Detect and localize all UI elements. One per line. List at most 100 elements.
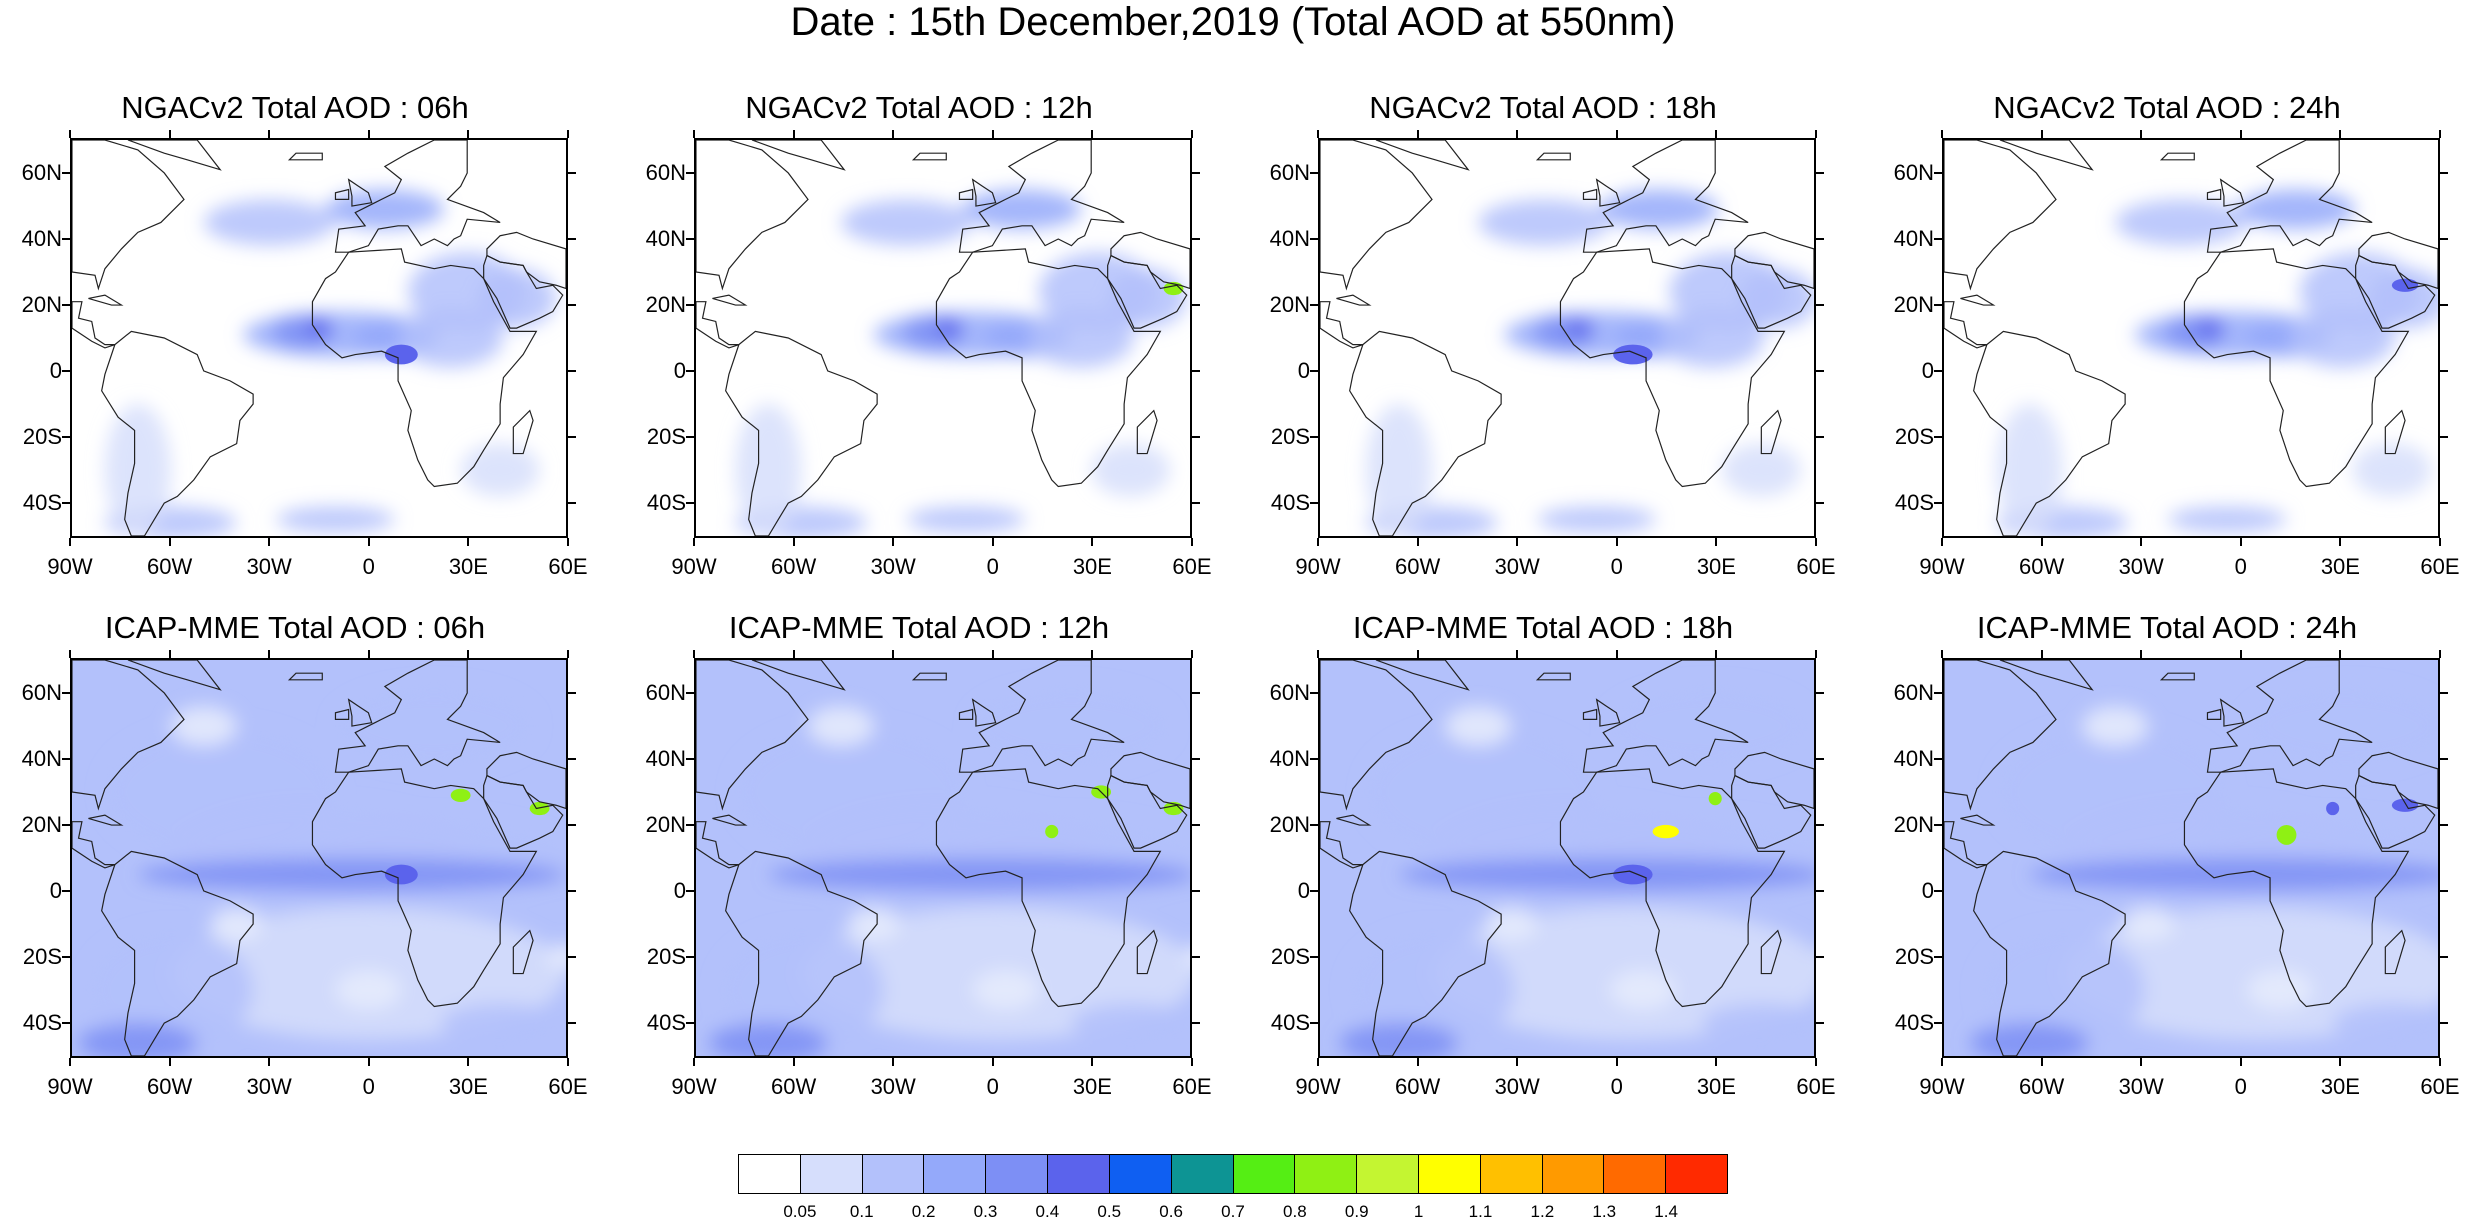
- coastline-cuba: [1336, 814, 1372, 826]
- coastline-north-america: [1944, 140, 2057, 291]
- aod-plume: [78, 1023, 198, 1056]
- coastline-great-britain: [971, 698, 997, 727]
- colorbar-box: [1171, 1155, 1234, 1193]
- latitude-tick: [1310, 890, 1318, 892]
- colorbar-level-label: 0.5: [1097, 1202, 1122, 1221]
- coastline-cuba: [712, 814, 748, 826]
- latitude-label: 40N: [1269, 226, 1310, 251]
- latitude-label: 20N: [21, 812, 62, 837]
- panel-title: NGACv2 Total AOD : 24h: [1993, 90, 2341, 125]
- longitude-label: 30W: [1494, 554, 1540, 579]
- latitude-label: 60N: [1893, 680, 1934, 705]
- aod-plume: [1537, 506, 1656, 533]
- longitude-tick: [1191, 130, 1193, 138]
- latitude-label: 40S: [1894, 1010, 1934, 1035]
- latitude-tick: [686, 238, 694, 240]
- aod-map: [1944, 660, 2438, 1056]
- aod-plume: [1478, 199, 1610, 246]
- latitude-label: 40S: [646, 490, 686, 515]
- longitude-tick: [69, 130, 71, 138]
- coastline-south-america: [101, 850, 254, 1056]
- latitude-label: 0: [49, 878, 62, 903]
- aod-plume: [203, 199, 336, 246]
- longitude-label: 30W: [246, 1074, 292, 1099]
- longitude-tick: [1715, 1058, 1718, 1066]
- longitude-tick: [991, 650, 994, 658]
- coastline-south-america: [1349, 330, 1502, 536]
- panel-title: NGACv2 Total AOD : 12h: [745, 90, 1093, 125]
- latitude-tick: [62, 502, 70, 504]
- longitude-tick: [892, 1058, 895, 1066]
- aod-map: [1320, 660, 1814, 1056]
- latitude-label: 0: [1921, 878, 1934, 903]
- latitude-tick: [1310, 238, 1318, 240]
- map-plot-area: [1318, 658, 1816, 1058]
- latitude-label: 40N: [1893, 226, 1934, 251]
- latitude-label: 60N: [1269, 680, 1310, 705]
- panel-title: ICAP-MME Total AOD : 18h: [1352, 610, 1734, 645]
- coastline-greenland: [1999, 140, 2094, 171]
- aod-plume: [2115, 199, 2247, 246]
- coastline-ireland: [2206, 708, 2222, 720]
- colorbar-box: [1418, 1155, 1481, 1193]
- longitude-tick: [69, 538, 71, 546]
- latitude-tick: [568, 956, 576, 958]
- latitude-label: 20N: [1269, 812, 1310, 837]
- coastline-great-britain: [347, 178, 373, 207]
- colorbar-level-label: 0.05: [783, 1202, 817, 1221]
- colorbar-box: [862, 1155, 925, 1193]
- coastline-iceland: [287, 672, 323, 681]
- colorbar-box: [1109, 1155, 1172, 1193]
- longitude-tick: [1516, 130, 1519, 138]
- aod-plume: [1107, 268, 1187, 329]
- latitude-tick: [686, 692, 694, 694]
- coastline-central-america: [696, 821, 740, 869]
- latitude-tick: [1310, 370, 1318, 372]
- coastline-europe: [334, 660, 501, 773]
- coastline-greenland: [1375, 660, 1470, 691]
- longitude-label: 60E: [1172, 1074, 1212, 1099]
- coastline-central-america: [72, 301, 116, 349]
- latitude-tick: [1816, 692, 1824, 694]
- longitude-tick: [367, 538, 370, 546]
- panel-title: ICAP-MME Total AOD : 06h: [104, 610, 486, 645]
- longitude-label: 0: [2234, 554, 2247, 579]
- latitude-tick: [1192, 1022, 1200, 1024]
- colorbar-box: [1666, 1155, 1727, 1193]
- longitude-label: 30E: [2320, 554, 2360, 579]
- coastline-middle-east: [1110, 231, 1190, 290]
- longitude-tick: [693, 1058, 695, 1066]
- latitude-label: 60N: [21, 160, 62, 185]
- longitude-label: 0: [2234, 1074, 2247, 1099]
- latitude-label: 20N: [21, 292, 62, 317]
- map-panel: NGACv2 Total AOD : 12h 60N 40N 20N 0 20S 40S 90…: [624, 88, 1214, 608]
- latitude-tick: [1934, 370, 1942, 372]
- longitude-tick: [1715, 650, 1718, 658]
- longitude-tick: [1191, 1058, 1193, 1066]
- latitude-label: 20N: [1269, 292, 1310, 317]
- latitude-tick: [62, 238, 70, 240]
- latitude-tick: [568, 890, 576, 892]
- coastline-iceland: [2159, 672, 2195, 681]
- colorbar-level-label: 0.2: [911, 1202, 936, 1221]
- aod-plume: [962, 189, 1082, 230]
- aod-hotspot: [384, 864, 418, 885]
- latitude-tick: [1934, 238, 1942, 240]
- coastline-iceland: [1535, 152, 1571, 161]
- coastline-south-america: [725, 330, 878, 536]
- latitude-tick: [2440, 956, 2448, 958]
- longitude-label: 90W: [1919, 554, 1965, 579]
- longitude-tick: [2439, 650, 2441, 658]
- aod-plume: [972, 686, 1171, 766]
- coastline-great-britain: [1595, 178, 1621, 207]
- longitude-tick: [2439, 538, 2441, 546]
- colorbar-level-label: 0.9: [1344, 1202, 1369, 1221]
- aod-hotspot: [1045, 824, 1059, 839]
- map-plot-area: [1318, 138, 1816, 538]
- latitude-label: 20S: [1270, 424, 1310, 449]
- longitude-label: 90W: [1295, 1074, 1341, 1099]
- aod-map: [696, 660, 1190, 1056]
- map-panel: ICAP-MME Total AOD : 24h 60N 40N 20N 0 20S 40S…: [1872, 608, 2462, 1128]
- coastline-africa: [2183, 768, 2410, 1008]
- longitude-label: 60E: [2420, 554, 2460, 579]
